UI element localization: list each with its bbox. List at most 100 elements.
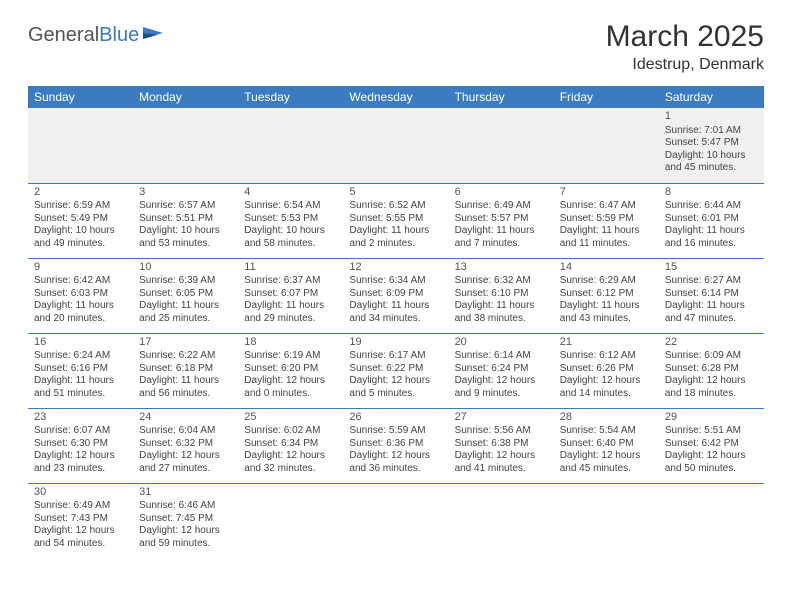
calendar-cell [343,483,448,558]
day-daylight: Daylight: 12 hours and 14 minutes. [560,375,653,400]
calendar-cell [449,483,554,558]
day-number: 21 [560,336,653,350]
calendar-cell: 1Sunrise: 7:01 AMSunset: 5:47 PMDaylight… [659,108,764,183]
calendar-cell: 30Sunrise: 6:49 AMSunset: 7:43 PMDayligh… [28,483,133,558]
calendar-table: SundayMondayTuesdayWednesdayThursdayFrid… [28,86,764,558]
day-sunset: Sunset: 5:47 PM [665,137,758,150]
calendar-cell [659,483,764,558]
day-number: 25 [244,411,337,425]
flag-icon [143,25,165,46]
day-number: 7 [560,186,653,200]
calendar-cell [449,108,554,183]
calendar-cell: 21Sunrise: 6:12 AMSunset: 6:26 PMDayligh… [554,333,659,408]
calendar-cell: 15Sunrise: 6:27 AMSunset: 6:14 PMDayligh… [659,258,764,333]
day-number: 24 [139,411,232,425]
day-sunrise: Sunrise: 6:37 AM [244,275,337,288]
day-daylight: Daylight: 12 hours and 50 minutes. [665,450,758,475]
calendar-cell: 25Sunrise: 6:02 AMSunset: 6:34 PMDayligh… [238,408,343,483]
calendar-cell: 9Sunrise: 6:42 AMSunset: 6:03 PMDaylight… [28,258,133,333]
calendar-cell: 6Sunrise: 6:49 AMSunset: 5:57 PMDaylight… [449,183,554,258]
day-number: 19 [349,336,442,350]
calendar-cell: 8Sunrise: 6:44 AMSunset: 6:01 PMDaylight… [659,183,764,258]
day-sunrise: Sunrise: 6:42 AM [34,275,127,288]
day-sunset: Sunset: 6:07 PM [244,288,337,301]
day-sunset: Sunset: 6:38 PM [455,438,548,451]
day-daylight: Daylight: 12 hours and 9 minutes. [455,375,548,400]
day-sunset: Sunset: 6:05 PM [139,288,232,301]
calendar-cell: 19Sunrise: 6:17 AMSunset: 6:22 PMDayligh… [343,333,448,408]
day-sunrise: Sunrise: 6:27 AM [665,275,758,288]
day-sunrise: Sunrise: 7:01 AM [665,125,758,138]
day-sunrise: Sunrise: 6:07 AM [34,425,127,438]
day-sunset: Sunset: 6:09 PM [349,288,442,301]
day-sunrise: Sunrise: 6:39 AM [139,275,232,288]
day-daylight: Daylight: 12 hours and 32 minutes. [244,450,337,475]
day-sunrise: Sunrise: 6:02 AM [244,425,337,438]
day-sunset: Sunset: 6:28 PM [665,363,758,376]
calendar-cell [133,108,238,183]
day-sunset: Sunset: 5:51 PM [139,213,232,226]
day-daylight: Daylight: 11 hours and 29 minutes. [244,300,337,325]
day-sunrise: Sunrise: 6:32 AM [455,275,548,288]
weekday-header: Friday [554,86,659,108]
day-number: 1 [665,110,758,124]
day-sunrise: Sunrise: 6:09 AM [665,350,758,363]
day-sunset: Sunset: 6:20 PM [244,363,337,376]
day-daylight: Daylight: 10 hours and 53 minutes. [139,225,232,250]
day-sunset: Sunset: 5:57 PM [455,213,548,226]
calendar-cell [238,108,343,183]
day-number: 31 [139,486,232,500]
day-sunrise: Sunrise: 6:19 AM [244,350,337,363]
day-number: 26 [349,411,442,425]
day-daylight: Daylight: 12 hours and 54 minutes. [34,525,127,550]
day-sunset: Sunset: 6:30 PM [34,438,127,451]
day-sunrise: Sunrise: 6:22 AM [139,350,232,363]
day-sunrise: Sunrise: 6:29 AM [560,275,653,288]
day-sunrise: Sunrise: 6:49 AM [34,500,127,513]
day-sunrise: Sunrise: 6:49 AM [455,200,548,213]
day-sunset: Sunset: 6:26 PM [560,363,653,376]
day-daylight: Daylight: 12 hours and 45 minutes. [560,450,653,475]
day-sunset: Sunset: 5:49 PM [34,213,127,226]
calendar-row: 30Sunrise: 6:49 AMSunset: 7:43 PMDayligh… [28,483,764,558]
month-title: March 2025 [606,20,764,54]
day-daylight: Daylight: 12 hours and 27 minutes. [139,450,232,475]
day-sunset: Sunset: 7:43 PM [34,513,127,526]
day-number: 13 [455,261,548,275]
weekday-header: Saturday [659,86,764,108]
day-sunrise: Sunrise: 6:44 AM [665,200,758,213]
calendar-cell: 22Sunrise: 6:09 AMSunset: 6:28 PMDayligh… [659,333,764,408]
logo: GeneralBlue [28,24,165,47]
weekday-header: Tuesday [238,86,343,108]
calendar-body: 1Sunrise: 7:01 AMSunset: 5:47 PM Daylight… [28,108,764,558]
day-daylight: Daylight: 11 hours and 25 minutes. [139,300,232,325]
day-sunset: Sunset: 6:12 PM [560,288,653,301]
day-sunset: Sunset: 5:55 PM [349,213,442,226]
calendar-cell: 28Sunrise: 5:54 AMSunset: 6:40 PMDayligh… [554,408,659,483]
calendar-cell: 2Sunrise: 6:59 AMSunset: 5:49 PMDaylight… [28,183,133,258]
day-sunrise: Sunrise: 5:54 AM [560,425,653,438]
calendar-cell [28,108,133,183]
day-daylight: Daylight: 11 hours and 11 minutes. [560,225,653,250]
day-sunrise: Sunrise: 6:59 AM [34,200,127,213]
calendar-cell [238,483,343,558]
weekday-header: Monday [133,86,238,108]
weekday-header: Sunday [28,86,133,108]
day-number: 4 [244,186,337,200]
day-daylight: Daylight: 11 hours and 2 minutes. [349,225,442,250]
day-number: 3 [139,186,232,200]
day-daylight: Daylight: 12 hours and 18 minutes. [665,375,758,400]
calendar-cell: 3Sunrise: 6:57 AMSunset: 5:51 PMDaylight… [133,183,238,258]
day-sunset: Sunset: 6:24 PM [455,363,548,376]
day-sunset: Sunset: 6:34 PM [244,438,337,451]
day-daylight: Daylight: 12 hours and 36 minutes. [349,450,442,475]
calendar-cell: 10Sunrise: 6:39 AMSunset: 6:05 PMDayligh… [133,258,238,333]
day-number: 27 [455,411,548,425]
day-number: 2 [34,186,127,200]
calendar-cell [343,108,448,183]
calendar-cell [554,483,659,558]
day-daylight: Daylight: 11 hours and 47 minutes. [665,300,758,325]
calendar-cell: 24Sunrise: 6:04 AMSunset: 6:32 PMDayligh… [133,408,238,483]
logo-text-general: General [28,24,99,47]
calendar-cell: 31Sunrise: 6:46 AMSunset: 7:45 PMDayligh… [133,483,238,558]
